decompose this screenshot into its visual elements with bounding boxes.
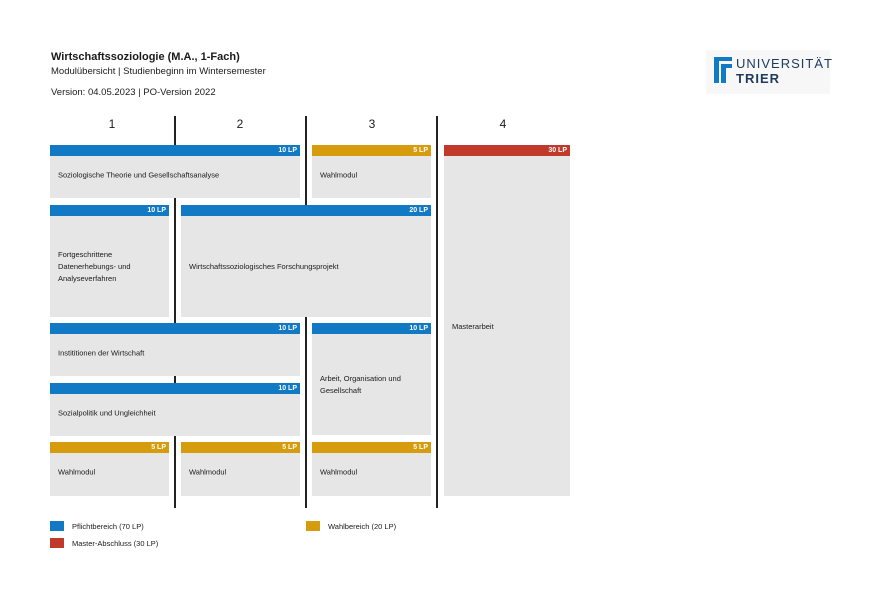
module-credit-bar: 10 LP [50, 205, 169, 216]
module-name: Wahlmodul [58, 467, 96, 477]
module-credit-bar: 10 LP [312, 323, 431, 334]
module-credit-bar: 5 LP [181, 442, 300, 453]
module-name: Fortgeschrittene Datenerhebungs- und Ana… [58, 250, 131, 283]
logo-mark-icon [714, 57, 732, 83]
module-credit-bar: 5 LP [50, 442, 169, 453]
module-credit-bar: 10 LP [50, 145, 300, 156]
module-credit-bar: 5 LP [312, 145, 431, 156]
semester-3-heading: 3 [368, 117, 376, 131]
page-subtitle: Modulübersicht | Studienbeginn im Winter… [51, 66, 266, 77]
module-credits: 10 LP [147, 207, 166, 214]
module-name: Masterarbeit [452, 322, 494, 331]
module-soziologische-theorie[interactable]: 10 LP Soziologische Theorie und Gesellsc… [50, 145, 300, 198]
module-datenerhebung[interactable]: 10 LP Fortgeschrittene Datenerhebungs- u… [50, 205, 169, 317]
module-name: Sozialpolitik und Ungleichheit [58, 408, 156, 418]
module-wahlmodul-sem3-bottom[interactable]: 5 LP Wahlmodul [312, 442, 431, 496]
legend-wahl-swatch [306, 521, 320, 531]
module-name: Instititionen der Wirtschaft [58, 348, 145, 358]
version-info: Version: 04.05.2023 | PO-Version 2022 [51, 87, 216, 98]
module-credits: 5 LP [282, 444, 297, 451]
semester-1-heading: 1 [108, 117, 116, 131]
module-credits: 10 LP [278, 325, 297, 332]
module-credits: 20 LP [409, 207, 428, 214]
legend-wahl-label: Wahlbereich (20 LP) [328, 522, 397, 531]
logo-line-1: UNIVERSITÄT [736, 56, 833, 71]
legend-pflicht-label: Pflichtbereich (70 LP) [72, 522, 144, 531]
semester-4-heading: 4 [499, 117, 507, 131]
module-credits: 10 LP [409, 325, 428, 332]
module-wahlmodul-sem3-top[interactable]: 5 LP Wahlmodul [312, 145, 431, 198]
module-name: Soziologische Theorie und Gesellschaftsa… [58, 170, 220, 180]
module-credits: 10 LP [278, 385, 297, 392]
module-name: Wahlmodul [189, 467, 227, 477]
module-credits: 30 LP [548, 147, 567, 154]
page-title: Wirtschaftssoziologie (M.A., 1-Fach) [51, 51, 240, 63]
module-credit-bar: 10 LP [50, 323, 300, 334]
module-masterarbeit[interactable]: 30 LP Masterarbeit [444, 145, 570, 496]
module-name: Wirtschaftssoziologisches Forschungsproj… [189, 262, 339, 271]
semester-divider-3 [436, 116, 438, 508]
module-institutionen[interactable]: 10 LP Instititionen der Wirtschaft [50, 323, 300, 376]
module-wahlmodul-sem2[interactable]: 5 LP Wahlmodul [181, 442, 300, 496]
module-credit-bar: 5 LP [312, 442, 431, 453]
module-credit-bar: 10 LP [50, 383, 300, 394]
legend-pflicht-swatch [50, 521, 64, 531]
module-sozialpolitik[interactable]: 10 LP Sozialpolitik und Ungleichheit [50, 383, 300, 436]
module-credit-bar: 20 LP [181, 205, 431, 216]
module-forschungsprojekt[interactable]: 20 LP Wirtschaftssoziologisches Forschun… [181, 205, 431, 317]
module-credits: 5 LP [151, 444, 166, 451]
semester-2-heading: 2 [236, 117, 244, 131]
logo-line-2: TRIER [736, 71, 780, 86]
module-credit-bar: 30 LP [444, 145, 570, 156]
module-wahlmodul-sem1[interactable]: 5 LP Wahlmodul [50, 442, 169, 496]
university-logo: UNIVERSITÄT TRIER [706, 50, 833, 94]
module-arbeit-organisation[interactable]: 10 LP Arbeit, Organisation und Gesellsch… [312, 323, 431, 435]
module-credits: 5 LP [413, 147, 428, 154]
module-name: Wahlmodul [320, 467, 358, 477]
semester-divider-1 [174, 116, 176, 508]
module-name: Arbeit, Organisation und Gesellschaft [320, 374, 401, 395]
module-credits: 5 LP [413, 444, 428, 451]
module-credits: 10 LP [278, 147, 297, 154]
legend-abschluss-label: Master-Abschluss (30 LP) [72, 539, 159, 548]
module-name: Wahlmodul [320, 170, 358, 180]
legend-abschluss-swatch [50, 538, 64, 548]
